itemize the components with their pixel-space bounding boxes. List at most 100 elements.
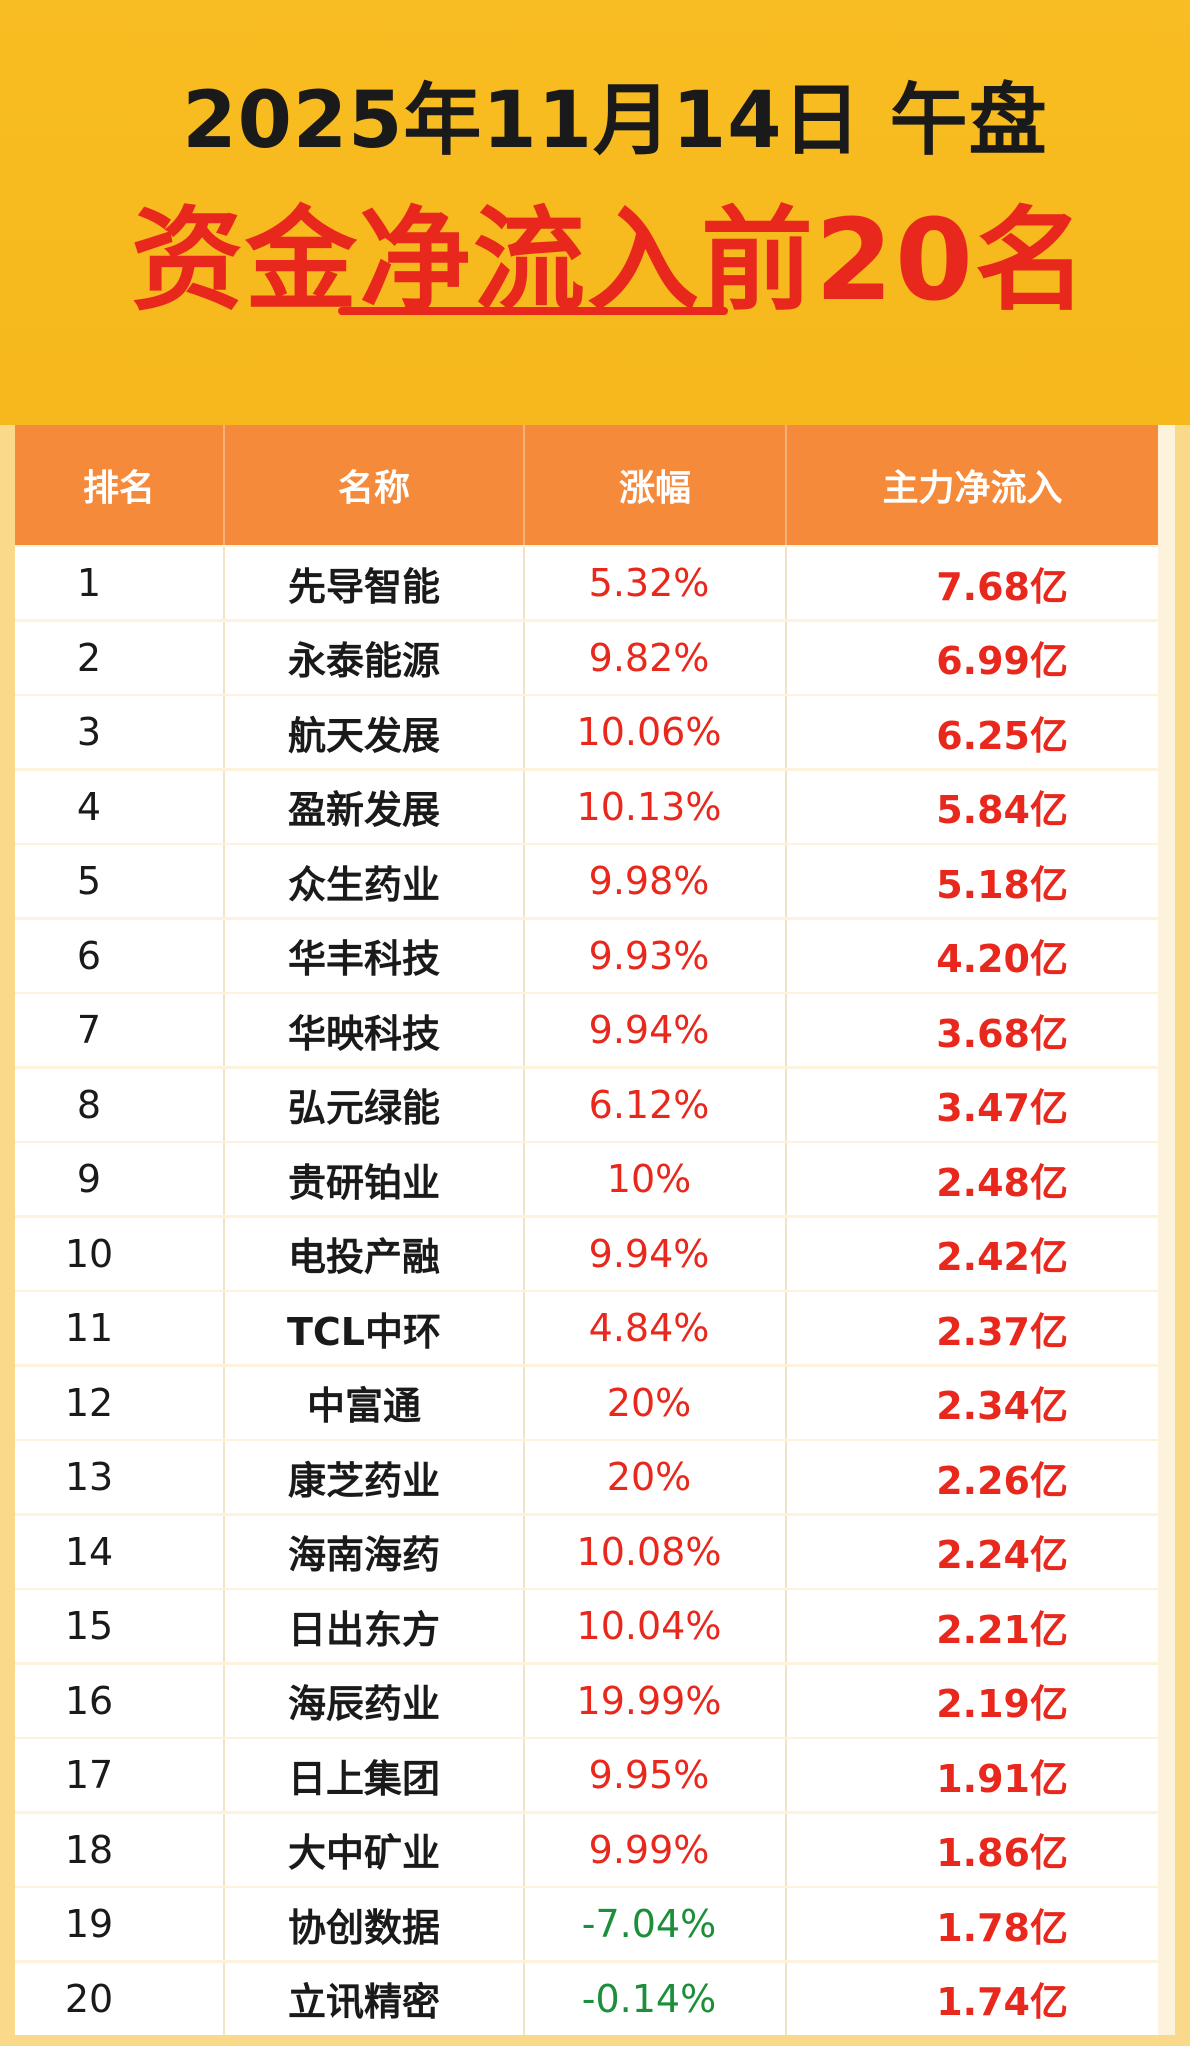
table-row: 18 大中矿业 9.99% 1.86亿 [15, 1813, 1158, 1886]
date-session-label: 2025年11月14日 午盘 [182, 76, 1048, 166]
change-cell: 10% [525, 1143, 787, 1215]
net-inflow-cell: 2.48亿 [936, 1160, 1068, 1205]
net-inflow-cell: 7.68亿 [936, 564, 1068, 609]
change-cell: 10.06% [525, 696, 787, 768]
net-inflow-cell: 3.47亿 [936, 1086, 1068, 1130]
stock-name-cell: 众生药业 [225, 845, 525, 917]
column-header-change: 涨幅 [525, 425, 787, 545]
net-inflow-cell: 6.99亿 [936, 639, 1068, 683]
rank-cell: 7 [15, 994, 225, 1066]
rank-cell: 14 [15, 1515, 225, 1588]
table-row: 4 盈新发展 10.13% 5.84亿 [15, 770, 1158, 843]
table-row: 7 华映科技 9.94% 3.68亿 [15, 994, 1158, 1066]
stock-name-cell: 电投产融 [225, 1217, 525, 1290]
net-inflow-cell: 1.86亿 [936, 1831, 1068, 1875]
rank-cell: 3 [15, 696, 225, 768]
rank-cell: 13 [15, 1441, 225, 1513]
change-cell: 19.99% [525, 1664, 787, 1737]
rank-cell: 12 [15, 1366, 225, 1439]
stock-name-cell: 大中矿业 [225, 1813, 525, 1886]
table-row: 19 协创数据 -7.04% 1.78亿 [15, 1888, 1158, 1960]
stock-name-cell: 康芝药业 [225, 1441, 525, 1513]
change-cell: 20% [525, 1366, 787, 1439]
net-inflow-cell: 2.37亿 [936, 1309, 1068, 1354]
change-cell: 9.99% [525, 1813, 787, 1886]
change-cell: 9.94% [525, 994, 787, 1066]
column-header-net-inflow: 主力净流入 [882, 468, 1063, 509]
rank-cell: 17 [15, 1739, 225, 1811]
change-cell: 6.12% [525, 1068, 787, 1141]
net-inflow-cell: 2.26亿 [936, 1458, 1068, 1503]
net-inflow-cell: 3.68亿 [936, 1011, 1068, 1056]
header-banner: 2025年11月14日 午盘 资金净流入前20名 [0, 0, 1190, 425]
stock-name-cell: 永泰能源 [225, 621, 525, 694]
rank-cell: 15 [15, 1590, 225, 1662]
rank-cell: 1 [15, 547, 225, 619]
table-row: 3 航天发展 10.06% 6.25亿 [15, 696, 1158, 768]
rank-cell: 18 [15, 1813, 225, 1886]
column-header-rank: 排名 [15, 425, 225, 545]
table-row: 9 贵研铂业 10% 2.48亿 [15, 1143, 1158, 1215]
table-row: 8 弘元绿能 6.12% 3.47亿 [15, 1068, 1158, 1141]
table-row: 13 康芝药业 20% 2.26亿 [15, 1441, 1158, 1513]
net-inflow-cell: 2.34亿 [936, 1384, 1068, 1428]
change-cell: 9.93% [525, 919, 787, 992]
net-inflow-cell: 5.84亿 [936, 788, 1068, 832]
table-row: 16 海辰药业 19.99% 2.19亿 [15, 1664, 1158, 1737]
rank-cell: 10 [15, 1217, 225, 1290]
stock-name-cell: 日出东方 [225, 1590, 525, 1662]
stock-name-cell: 日上集团 [225, 1739, 525, 1811]
table-body: 1 先导智能 5.32% 7.68亿 2 永泰能源 9.82% 6.99亿 3 航天发展 10.06… [15, 547, 1158, 2037]
change-cell: 9.98% [525, 845, 787, 917]
net-inflow-cell: 4.20亿 [936, 937, 1068, 981]
change-cell: 20% [525, 1441, 787, 1513]
change-cell: 4.84% [525, 1292, 787, 1364]
table-row: 11 TCL中环 4.84% 2.37亿 [15, 1292, 1158, 1364]
column-header-name: 名称 [225, 425, 525, 545]
rank-cell: 8 [15, 1068, 225, 1141]
change-cell: 10.08% [525, 1515, 787, 1588]
table-row: 5 众生药业 9.98% 5.18亿 [15, 845, 1158, 917]
table-row: 6 华丰科技 9.93% 4.20亿 [15, 919, 1158, 992]
table-row: 17 日上集团 9.95% 1.91亿 [15, 1739, 1158, 1811]
page-title: 资金净流入前20名 [131, 196, 1089, 326]
stock-name-cell: 先导智能 [225, 547, 525, 619]
stock-name-cell: TCL中环 [225, 1292, 525, 1364]
table-row: 12 中富通 20% 2.34亿 [15, 1366, 1158, 1439]
net-inflow-cell: 2.19亿 [936, 1682, 1068, 1726]
net-inflow-cell: 1.78亿 [936, 1905, 1068, 1950]
stock-name-cell: 立讯精密 [225, 1962, 525, 2035]
net-inflow-cell: 1.91亿 [936, 1756, 1068, 1801]
change-cell: 9.82% [525, 621, 787, 694]
stock-name-cell: 协创数据 [225, 1888, 525, 1960]
rank-cell: 6 [15, 919, 225, 992]
table-row: 15 日出东方 10.04% 2.21亿 [15, 1590, 1158, 1662]
net-inflow-cell: 1.74亿 [936, 1980, 1068, 2024]
rank-cell: 19 [15, 1888, 225, 1960]
stock-name-cell: 中富通 [225, 1366, 525, 1439]
net-inflow-cell: 6.25亿 [936, 713, 1068, 758]
change-cell: -7.04% [525, 1888, 787, 1960]
change-cell: 9.95% [525, 1739, 787, 1811]
table-row: 14 海南海药 10.08% 2.24亿 [15, 1515, 1158, 1588]
change-cell: 10.04% [525, 1590, 787, 1662]
stock-name-cell: 海辰药业 [225, 1664, 525, 1737]
stock-name-cell: 华映科技 [225, 994, 525, 1066]
table-row: 2 永泰能源 9.82% 6.99亿 [15, 621, 1158, 694]
net-inflow-cell: 2.24亿 [936, 1533, 1068, 1577]
title-underline [338, 307, 728, 315]
table-row: 10 电投产融 9.94% 2.42亿 [15, 1217, 1158, 1290]
rank-cell: 16 [15, 1664, 225, 1737]
rank-cell: 5 [15, 845, 225, 917]
net-inflow-cell: 2.42亿 [936, 1235, 1068, 1279]
stock-name-cell: 海南海药 [225, 1515, 525, 1588]
change-cell: -0.14% [525, 1962, 787, 2035]
change-cell: 5.32% [525, 547, 787, 619]
stock-name-cell: 华丰科技 [225, 919, 525, 992]
stock-name-cell: 弘元绿能 [225, 1068, 525, 1141]
rank-cell: 9 [15, 1143, 225, 1215]
rank-cell: 4 [15, 770, 225, 843]
table-header: 排名 名称 涨幅 主力净流入 [15, 425, 1158, 545]
net-inflow-cell: 2.21亿 [936, 1607, 1068, 1652]
stock-name-cell: 贵研铂业 [225, 1143, 525, 1215]
